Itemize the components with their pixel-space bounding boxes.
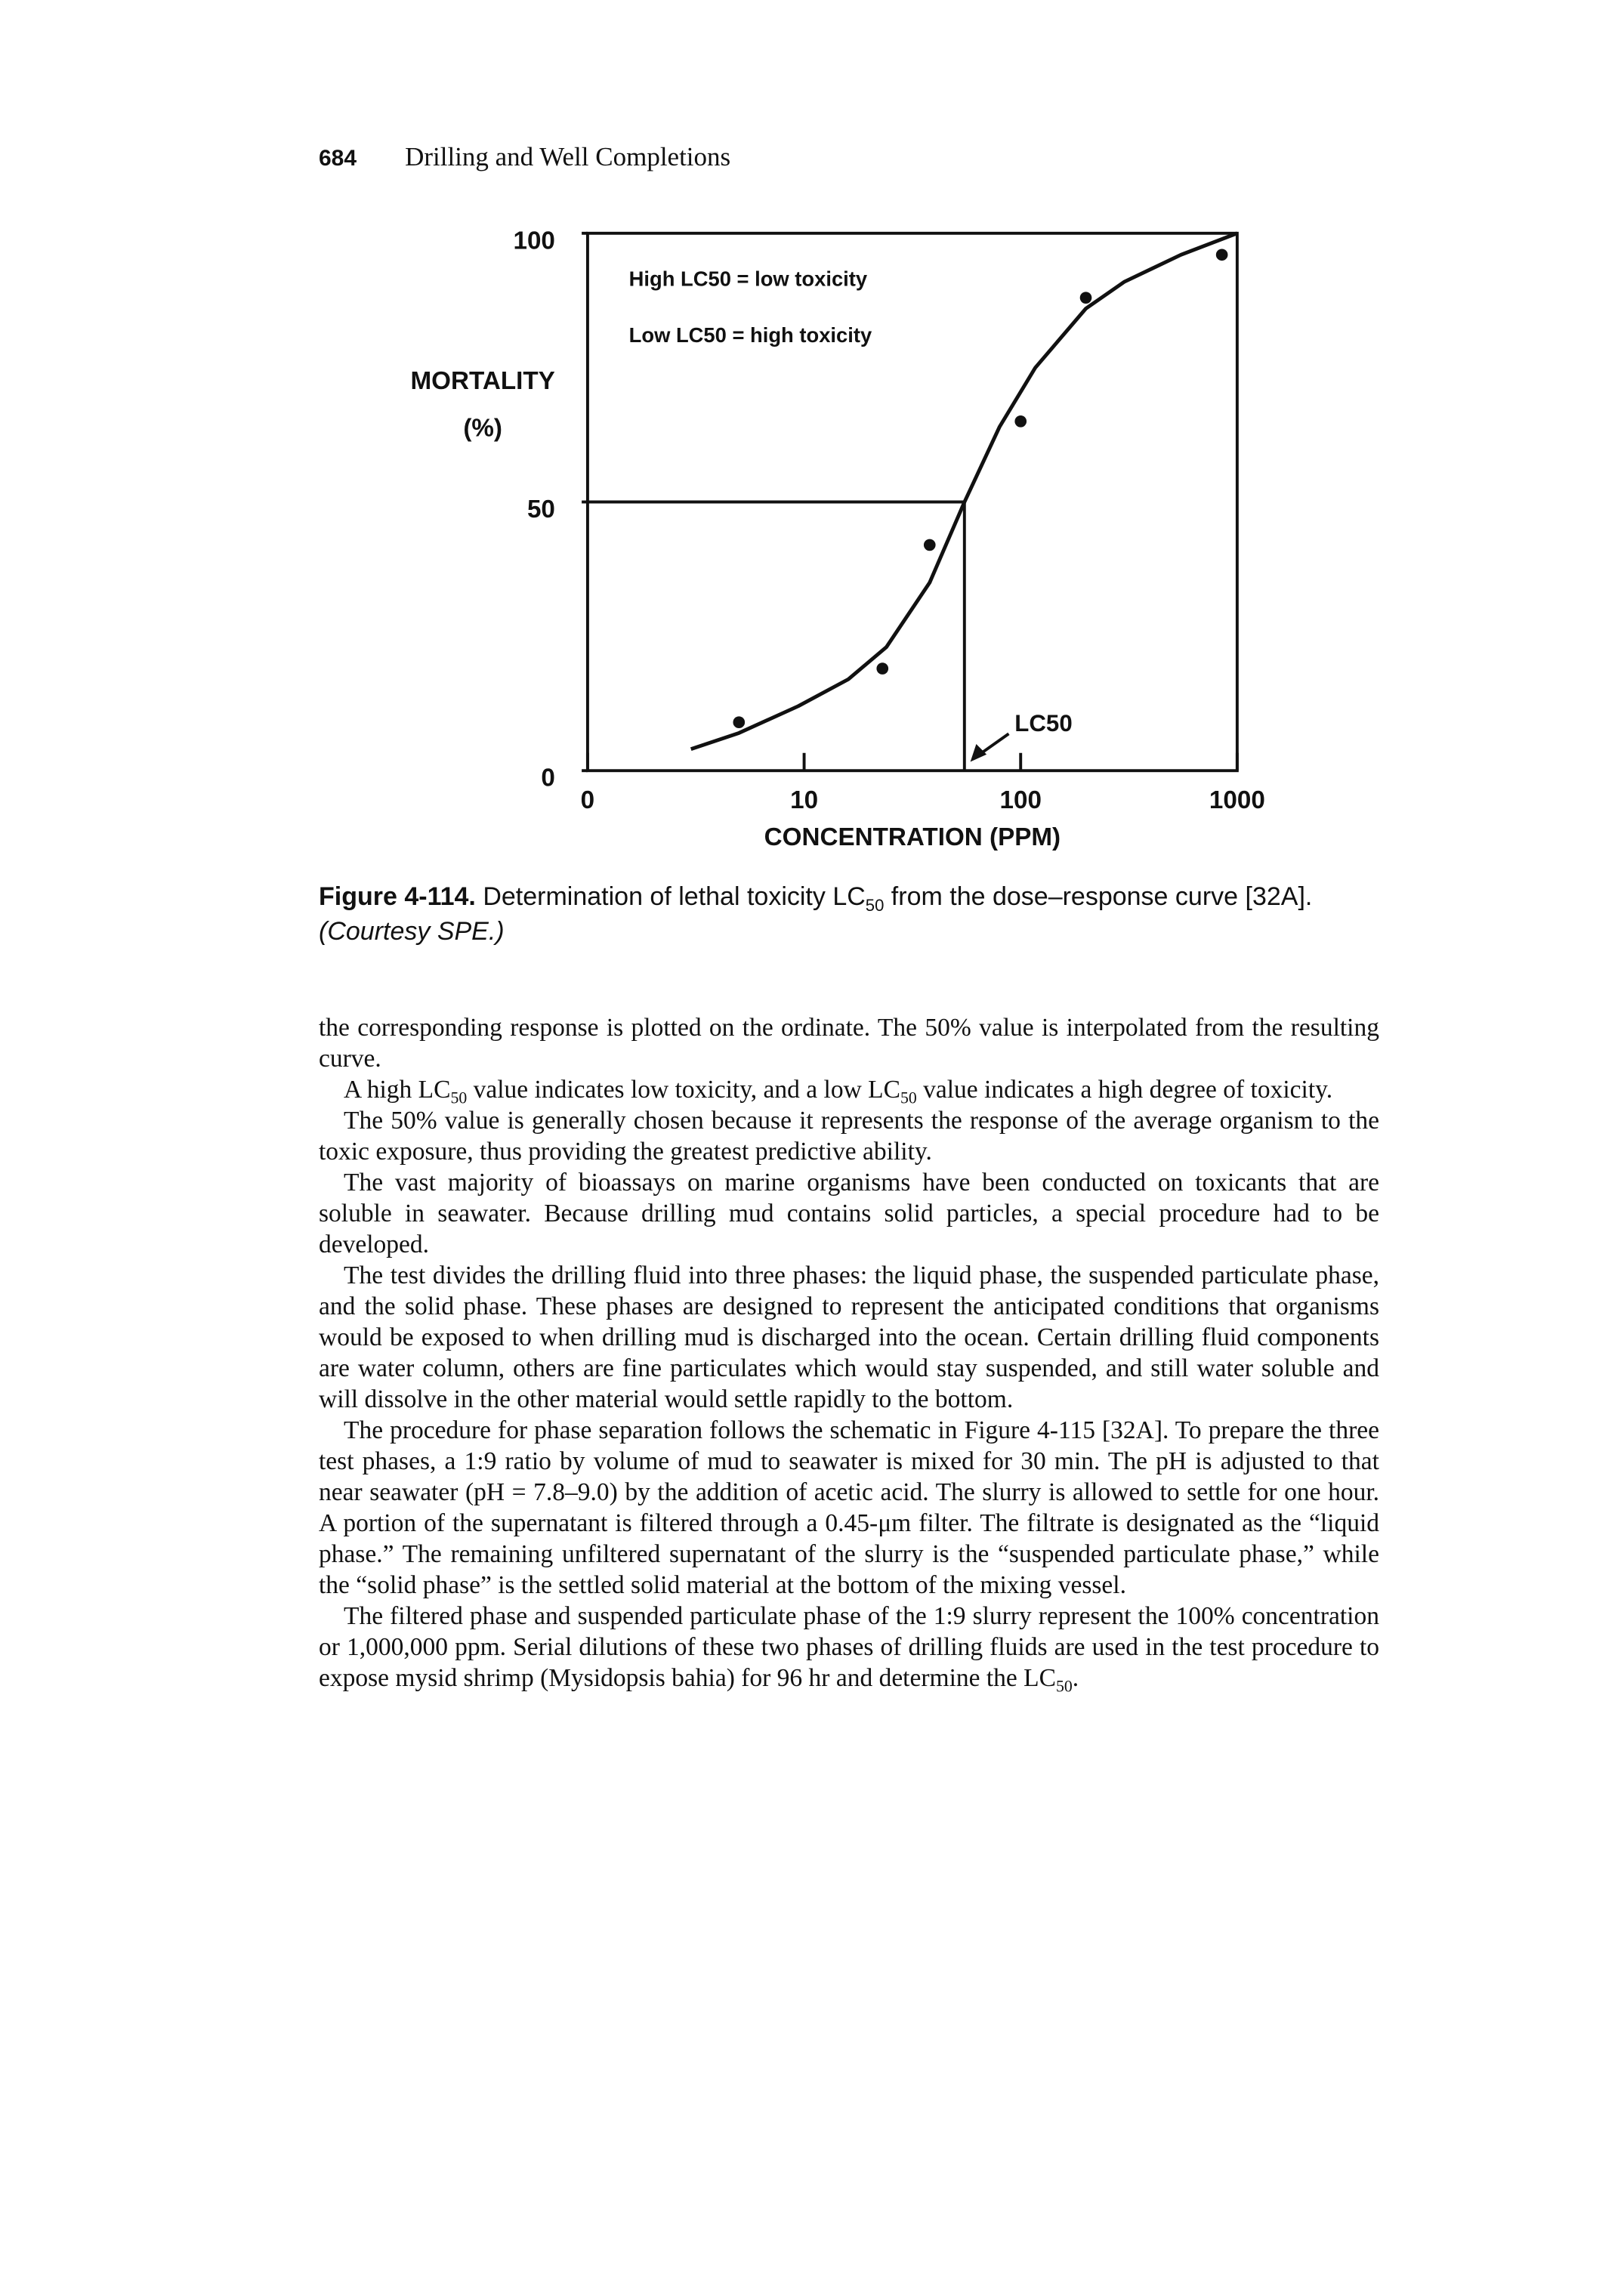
chart: MORTALITY (%) CONCENTRATION (PPM) High L…: [411, 227, 1265, 851]
x-tick-label: 100: [1000, 786, 1042, 814]
text: The 50% value is generally chosen becaus…: [319, 1107, 1379, 1166]
lc50-arrowhead: [970, 744, 987, 762]
paragraph: The test divides the drilling fluid into…: [319, 1260, 1379, 1415]
body-text: the corresponding response is plotted on…: [319, 1012, 1379, 1696]
paragraph: The procedure for phase separation follo…: [319, 1415, 1379, 1601]
caption-subscript: 50: [865, 895, 885, 915]
text: value indicates low toxicity, and a low …: [467, 1076, 900, 1104]
text: value indicates a high degree of toxicit…: [916, 1076, 1333, 1104]
text: The test divides the drilling fluid into…: [319, 1261, 1379, 1413]
running-title: Drilling and Well Completions: [405, 142, 731, 171]
text: the corresponding response is plotted on…: [319, 1014, 1379, 1073]
page-number: 684: [319, 146, 357, 171]
annotation: Low LC50 = high toxicity: [629, 323, 872, 347]
caption-text: Determination of lethal toxicity LC: [483, 882, 866, 911]
x-tick-label: 1000: [1209, 786, 1265, 814]
data-point: [1014, 415, 1027, 428]
x-tick-label: 0: [581, 786, 594, 814]
text: A high LC: [344, 1076, 451, 1104]
text: The filtered phase and suspended particu…: [319, 1602, 1379, 1692]
text: The procedure for phase separation follo…: [319, 1416, 1379, 1599]
y-axis-label: (%): [463, 415, 502, 443]
y-tick-label: 100: [513, 227, 554, 255]
data-point: [1079, 292, 1092, 304]
paragraph: The 50% value is generally chosen becaus…: [319, 1105, 1379, 1167]
y-axis-label: MORTALITY: [411, 367, 555, 395]
data-point: [876, 662, 889, 675]
caption-label: Figure 4-114.: [319, 882, 476, 911]
data-point: [1215, 249, 1228, 261]
caption-text: from the dose–response curve [32A].: [884, 882, 1313, 911]
caption-credit: (Courtesy SPE.): [319, 917, 505, 946]
annotation: High LC50 = low toxicity: [629, 267, 868, 291]
subscript: 50: [1055, 1677, 1073, 1696]
subscript: 50: [900, 1088, 917, 1107]
paragraph: The vast majority of bioassays on marine…: [319, 1167, 1379, 1260]
lc50-label: LC50: [1014, 710, 1072, 736]
text: .: [1072, 1664, 1079, 1692]
paragraph: A high LC50 value indicates low toxicity…: [319, 1074, 1379, 1107]
y-tick-label: 50: [527, 496, 555, 523]
text: The vast majority of bioassays on marine…: [319, 1169, 1379, 1258]
y-tick-label: 0: [541, 764, 554, 792]
paragraph: the corresponding response is plotted on…: [319, 1012, 1379, 1074]
data-point: [733, 716, 746, 729]
data-point: [923, 539, 936, 551]
subscript: 50: [450, 1088, 468, 1107]
running-header: 684 Drilling and Well Completions: [319, 142, 730, 172]
x-tick-label: 10: [790, 786, 818, 814]
dose-response-curve: [690, 231, 1238, 752]
figure-caption: Figure 4-114. Determination of lethal to…: [319, 879, 1354, 949]
paragraph: The filtered phase and suspended particu…: [319, 1601, 1379, 1696]
x-axis-label: CONCENTRATION (PPM): [764, 823, 1061, 851]
